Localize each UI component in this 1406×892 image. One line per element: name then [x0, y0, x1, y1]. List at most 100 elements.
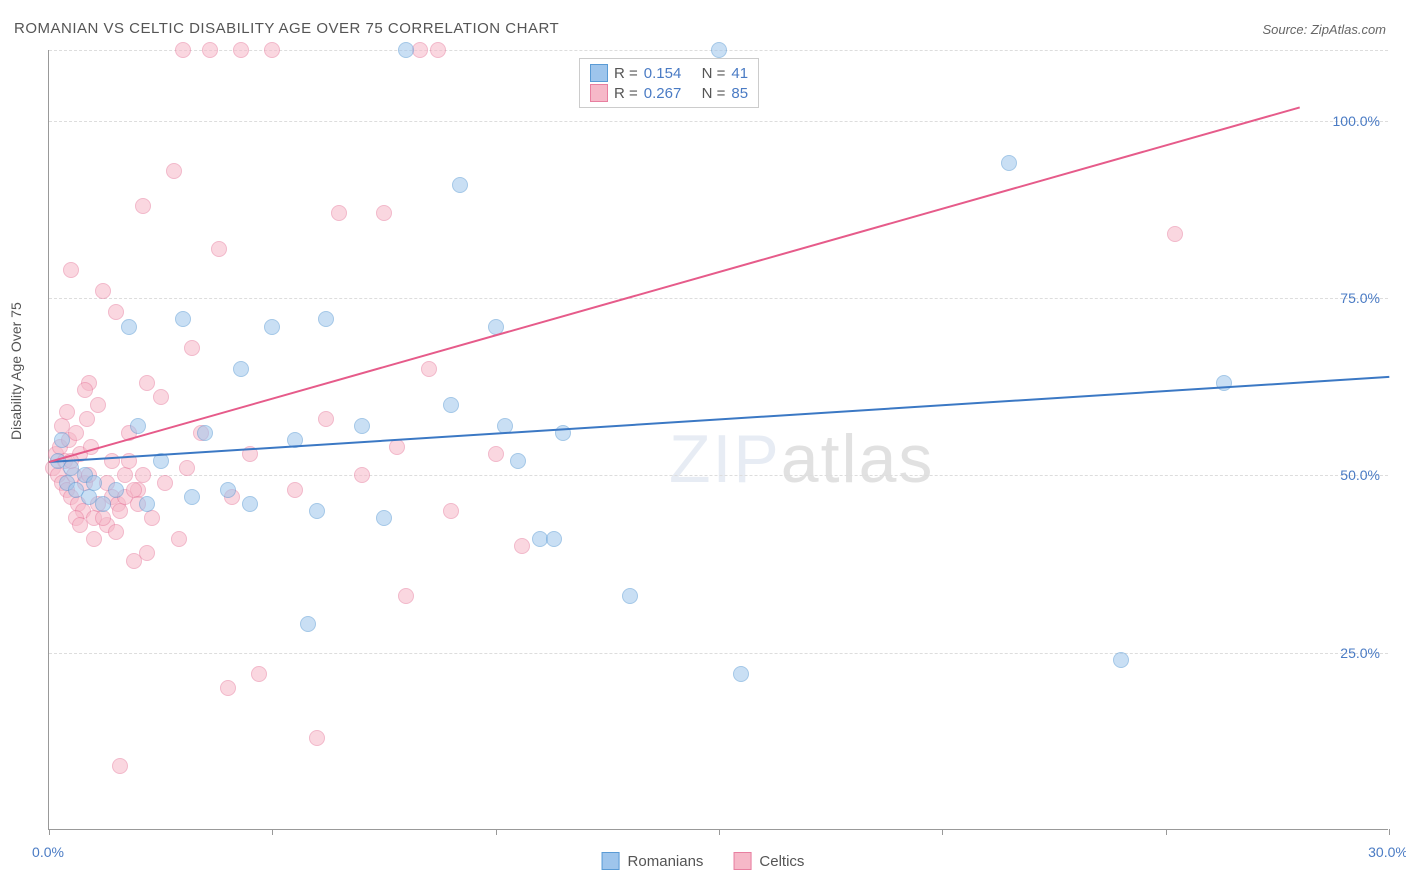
scatter-point: [1001, 155, 1017, 171]
source-attribution: Source: ZipAtlas.com: [1262, 22, 1386, 37]
scatter-point: [376, 510, 392, 526]
legend-item: Celtics: [733, 852, 804, 870]
legend-swatch: [733, 852, 751, 870]
scatter-point: [211, 241, 227, 257]
scatter-point: [1216, 375, 1232, 391]
scatter-point: [287, 482, 303, 498]
scatter-point: [153, 389, 169, 405]
x-tick: [1389, 829, 1390, 835]
scatter-point: [398, 42, 414, 58]
legend-label: Celtics: [759, 853, 804, 870]
scatter-point: [86, 531, 102, 547]
legend-r-value: 0.154: [644, 65, 682, 82]
scatter-point: [398, 588, 414, 604]
y-axis-label: Disability Age Over 75: [8, 302, 24, 440]
scatter-point: [197, 425, 213, 441]
scatter-point: [514, 538, 530, 554]
gridline: [49, 475, 1388, 476]
scatter-point: [389, 439, 405, 455]
y-tick-label: 25.0%: [1340, 645, 1380, 661]
scatter-point: [175, 311, 191, 327]
scatter-point: [264, 42, 280, 58]
legend-swatch: [602, 852, 620, 870]
scatter-point: [108, 482, 124, 498]
scatter-point: [135, 198, 151, 214]
scatter-point: [144, 510, 160, 526]
legend-r-label: R =: [614, 65, 638, 82]
scatter-point: [318, 411, 334, 427]
scatter-point: [354, 418, 370, 434]
legend-n-label: N =: [702, 65, 726, 82]
scatter-point: [54, 432, 70, 448]
plot-area: ZIPatlas 25.0%50.0%75.0%100.0%R = 0.154 …: [48, 50, 1388, 830]
scatter-point: [139, 545, 155, 561]
scatter-point: [376, 205, 392, 221]
scatter-point: [733, 666, 749, 682]
legend-r-label: R =: [614, 85, 638, 102]
scatter-point: [112, 758, 128, 774]
scatter-point: [242, 496, 258, 512]
scatter-point: [179, 460, 195, 476]
scatter-point: [251, 666, 267, 682]
scatter-point: [77, 382, 93, 398]
scatter-point: [72, 517, 88, 533]
x-tick: [49, 829, 50, 835]
scatter-point: [1167, 226, 1183, 242]
legend-bottom: Romanians Celtics: [602, 852, 805, 870]
scatter-point: [452, 177, 468, 193]
scatter-point: [488, 446, 504, 462]
scatter-point: [711, 42, 727, 58]
scatter-point: [112, 503, 128, 519]
scatter-point: [264, 319, 280, 335]
scatter-point: [220, 482, 236, 498]
scatter-point: [233, 42, 249, 58]
scatter-point: [233, 361, 249, 377]
x-tick: [1166, 829, 1167, 835]
scatter-point: [79, 411, 95, 427]
scatter-point: [309, 503, 325, 519]
scatter-point: [309, 730, 325, 746]
scatter-point: [108, 304, 124, 320]
scatter-point: [443, 397, 459, 413]
legend-swatch: [590, 84, 608, 102]
scatter-point: [184, 340, 200, 356]
gridline: [49, 121, 1388, 122]
trend-line: [49, 376, 1389, 463]
legend-r-value: 0.267: [644, 85, 682, 102]
watermark: ZIPatlas: [669, 420, 934, 498]
x-tick: [272, 829, 273, 835]
scatter-point: [95, 283, 111, 299]
scatter-point: [139, 496, 155, 512]
chart-title: ROMANIAN VS CELTIC DISABILITY AGE OVER 7…: [14, 20, 559, 37]
scatter-point: [90, 397, 106, 413]
scatter-point: [220, 680, 236, 696]
scatter-point: [300, 616, 316, 632]
scatter-point: [171, 531, 187, 547]
scatter-point: [130, 418, 146, 434]
scatter-point: [184, 489, 200, 505]
legend-label: Romanians: [628, 853, 704, 870]
y-tick-label: 75.0%: [1340, 290, 1380, 306]
legend-n-value: 85: [731, 85, 748, 102]
scatter-point: [59, 404, 75, 420]
x-tick: [496, 829, 497, 835]
scatter-point: [166, 163, 182, 179]
gridline: [49, 653, 1388, 654]
scatter-point: [95, 510, 111, 526]
x-tick: [719, 829, 720, 835]
scatter-point: [318, 311, 334, 327]
scatter-point: [139, 375, 155, 391]
legend-stat-row: R = 0.154 N = 41: [590, 63, 748, 83]
x-tick-label: 30.0%: [1368, 844, 1406, 860]
scatter-point: [121, 319, 137, 335]
scatter-point: [1113, 652, 1129, 668]
scatter-point: [421, 361, 437, 377]
scatter-point: [622, 588, 638, 604]
scatter-point: [354, 467, 370, 483]
legend-item: Romanians: [602, 852, 704, 870]
y-tick-label: 50.0%: [1340, 467, 1380, 483]
scatter-point: [510, 453, 526, 469]
scatter-point: [157, 475, 173, 491]
legend-swatch: [590, 64, 608, 82]
scatter-point: [331, 205, 347, 221]
